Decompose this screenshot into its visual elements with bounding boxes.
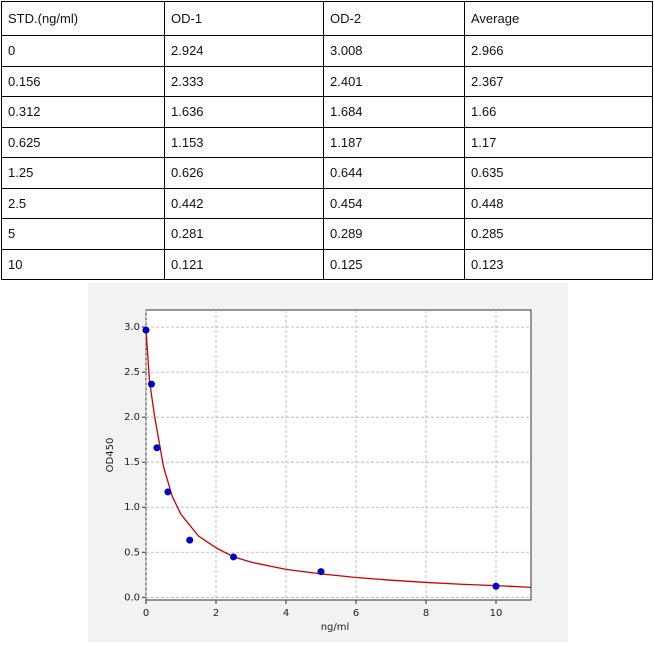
table-cell: 0.123 [464,248,653,280]
table-cell: 2.924 [164,35,324,67]
table-cell: 10 [1,248,165,280]
x-tick-label: 8 [423,608,429,619]
data-point [147,380,155,388]
table-cell: 2.367 [464,65,653,97]
table-cell: 3.008 [323,35,465,67]
table-cell: 5 [1,218,165,250]
table-row: 0.625 1.153 1.187 1.17 [1,126,653,158]
table-cell: 1.25 [1,157,165,189]
table-cell: 1.636 [164,96,324,128]
table-cell: OD-2 [323,1,465,36]
table-cell: 0.442 [164,187,324,219]
y-tick-label: 2.5 [124,367,140,378]
table-row: 0 2.924 3.008 2.966 [1,35,653,67]
data-point [142,326,150,334]
table-row: STD.(ng/ml) OD-1 OD-2 Average [1,1,653,36]
table-cell: 2.5 [1,187,165,219]
table-cell: 0.285 [464,218,653,250]
x-tick-label: 2 [213,608,219,619]
y-tick-label: 3.0 [124,322,140,333]
y-tick-label: 2.0 [124,412,140,423]
chart: ng/ml OD450 0.0 0.5 1.0 1.5 2.0 2.5 3.0 0 2 4 6 8 10 [88,283,568,642]
data-point [317,568,325,576]
table-cell: 0.289 [323,218,465,250]
table-cell: 0.125 [323,248,465,280]
y-tick-label: 0.0 [124,592,140,603]
table-row: 10 0.121 0.125 0.123 [1,248,653,280]
y-tick-label: 1.0 [124,502,140,513]
table-cell: 0.626 [164,157,324,189]
table-cell: 1.153 [164,126,324,158]
data-point [492,582,500,590]
table-cell: 2.333 [164,65,324,97]
x-tick-label: 6 [353,608,359,619]
table-cell: 1.66 [464,96,653,128]
data-point [153,444,161,452]
table-cell: 0.312 [1,96,165,128]
table-cell: 2.401 [323,65,465,97]
table-cell: OD-1 [164,1,324,36]
table-cell: 0 [1,35,165,67]
table-row: 1.25 0.626 0.644 0.635 [1,157,653,189]
table-row: 2.5 0.442 0.454 0.448 [1,187,653,219]
table-cell: 0.635 [464,157,653,189]
y-tick-label: 1.5 [124,457,140,468]
table-cell: 0.156 [1,65,165,97]
data-point [164,488,172,496]
table-cell: 0.644 [323,157,465,189]
fit-curve [145,329,532,589]
x-tick-label: 4 [283,608,289,619]
table-cell: 0.625 [1,126,165,158]
data-point [186,536,194,544]
table-row: 0.156 2.333 2.401 2.367 [1,65,653,97]
table-cell: 2.966 [464,35,653,67]
table-cell: 1.17 [464,126,653,158]
table-cell: Average [464,1,653,36]
y-tick-label: 0.5 [124,547,140,558]
table-cell: 0.121 [164,248,324,280]
table-cell: 0.454 [323,187,465,219]
x-axis-label: ng/ml [321,622,350,633]
table-cell: 0.281 [164,218,324,250]
table-cell: 1.684 [323,96,465,128]
data-table: STD.(ng/ml) OD-1 OD-2 Average 0 2.924 3.008 2.9… [1,1,653,280]
plot-area [145,309,532,601]
table-cell: 1.187 [323,126,465,158]
table-row: 0.312 1.636 1.684 1.66 [1,96,653,128]
y-axis-label: OD450 [105,438,116,473]
table-cell: 0.448 [464,187,653,219]
data-point [230,553,237,561]
x-tick-label: 0 [143,608,149,619]
table-cell: STD.(ng/ml) [1,1,165,36]
table-row: 5 0.281 0.289 0.285 [1,218,653,250]
x-tick-label: 10 [490,608,503,619]
